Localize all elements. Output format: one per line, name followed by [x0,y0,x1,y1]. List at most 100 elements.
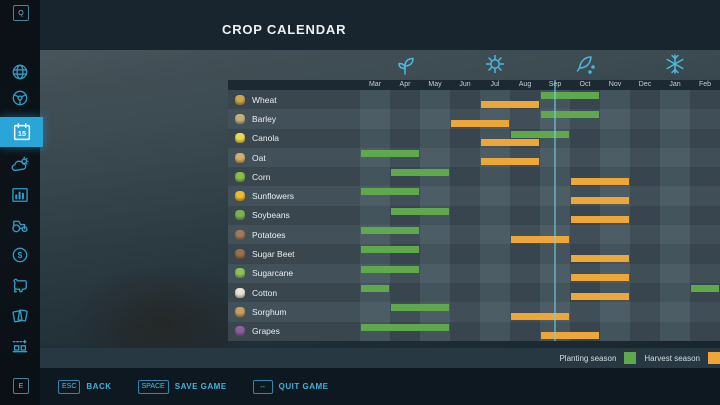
crop-label: Sugarcane [228,263,360,283]
esc-key-icon: ESC [58,379,81,394]
sidebar-item-garage[interactable] [0,212,40,238]
calendar-cell [660,244,690,264]
sidebar-item-contracts[interactable] [0,302,40,328]
calendar-cell [510,244,540,264]
globe-icon [12,64,28,80]
calendar-cell [570,302,600,322]
harvest-bar [571,254,629,262]
winter-snowflake-icon [662,51,688,77]
planting-legend-label: Planting season [559,353,617,363]
harvest-bar [571,274,629,282]
calendar-cell [690,263,720,283]
calendar-cell [510,282,540,303]
calendar-cell [510,321,540,341]
crop-row[interactable]: Barley [228,109,720,129]
crop-row[interactable]: Canola [228,128,720,148]
calendar-cell [570,128,600,148]
calendar-cell [510,167,540,187]
crop-row[interactable]: Potatoes [228,225,720,245]
calendar-cell [630,263,660,283]
calendar-cell [510,109,540,129]
calendar-cell [390,128,420,148]
calendar-cell [690,302,720,322]
calendar-cell [420,282,450,303]
sunflower-icon [235,191,245,202]
month-label: Apr [399,81,411,88]
planting-bar [391,207,449,215]
sidebar-item-map[interactable] [0,59,40,85]
month-label: Nov [608,81,622,88]
harvest-bar [571,293,629,301]
calendar-cell [600,225,630,245]
calendar-cell [690,147,720,168]
calendar-cell [660,90,690,110]
crop-row[interactable]: Sugarcane [228,263,720,283]
calendar-cell [480,263,510,283]
calendar-cell [450,244,480,264]
soybean-icon [235,210,245,221]
crop-name: Oat [252,152,266,163]
next-menu-key-label: E [18,382,24,390]
crop-row[interactable]: Grapes [228,321,720,341]
potato-icon [235,229,245,240]
crop-row[interactable]: Corn [228,167,720,187]
calendar-cell [420,263,450,283]
current-date-line [554,80,556,342]
calendar-cell [450,186,480,206]
calendar-cell [450,147,480,168]
month-cells [360,282,720,303]
save-game-button[interactable]: SPACE SAVE GAME [137,379,227,394]
crop-name: Soybeans [252,210,290,221]
crop-name: Barley [252,113,277,124]
calendar-cell [480,205,510,226]
crop-row[interactable]: Sorghum [228,302,720,322]
sidebar-item-weather[interactable] [0,152,40,178]
spring-sprout-icon [392,51,418,77]
crop-row[interactable]: Sugar Beet [228,244,720,264]
calendar-cell [690,244,720,264]
back-button[interactable]: ESC BACK [58,379,112,394]
month-header-spacer [228,80,360,90]
weather-icon [11,156,29,172]
planting-bar [361,284,389,292]
calendar-cell [450,282,480,303]
calendar-cell [480,321,510,341]
calendar-cell [630,205,660,226]
quit-game-button[interactable]: ↔ QUIT GAME [252,379,329,394]
planting-bar [511,130,569,138]
sidebar-item-crop-calendar[interactable]: 15 [0,117,43,147]
calendar-cell [690,90,720,110]
calendar-cell [420,186,450,206]
sidebar-item-production-chains[interactable] [0,332,40,358]
sidebar-item-vehicles[interactable] [0,85,40,111]
calendar-cell [690,109,720,129]
crop-calendar-panel: MarAprMayJunJulAugSepOctNovDecJanFeb Whe… [228,50,720,350]
harvest-legend-swatch [708,352,720,364]
sidebar-item-animals[interactable] [0,272,40,298]
space-key-icon: SPACE [137,379,169,394]
calendar-cell [420,147,450,168]
grape-icon [235,326,245,337]
calendar-cell [600,302,630,322]
calendar-cell [660,321,690,341]
calendar-cell [360,302,390,322]
month-cells [360,186,720,206]
crop-row[interactable]: Soybeans [228,205,720,226]
calendar-cell [450,225,480,245]
calendar-cell [390,282,420,303]
month-cells [360,109,720,129]
corn-icon [235,171,245,182]
crop-row[interactable]: Wheat [228,90,720,110]
sidebar-item-statistics[interactable] [0,182,40,208]
autumn-leaf-icon [572,51,598,77]
sorghum-icon [235,306,245,317]
planting-bar [361,265,419,273]
crop-row[interactable]: Oat [228,147,720,168]
crop-row[interactable]: Sunflowers [228,186,720,206]
oat-icon [235,152,245,163]
sidebar-item-finances[interactable]: $ [0,242,40,268]
calendar-cell [630,302,660,322]
crop-name: Canola [252,133,279,144]
crop-row[interactable]: Cotton [228,282,720,303]
harvest-bar [481,100,539,108]
